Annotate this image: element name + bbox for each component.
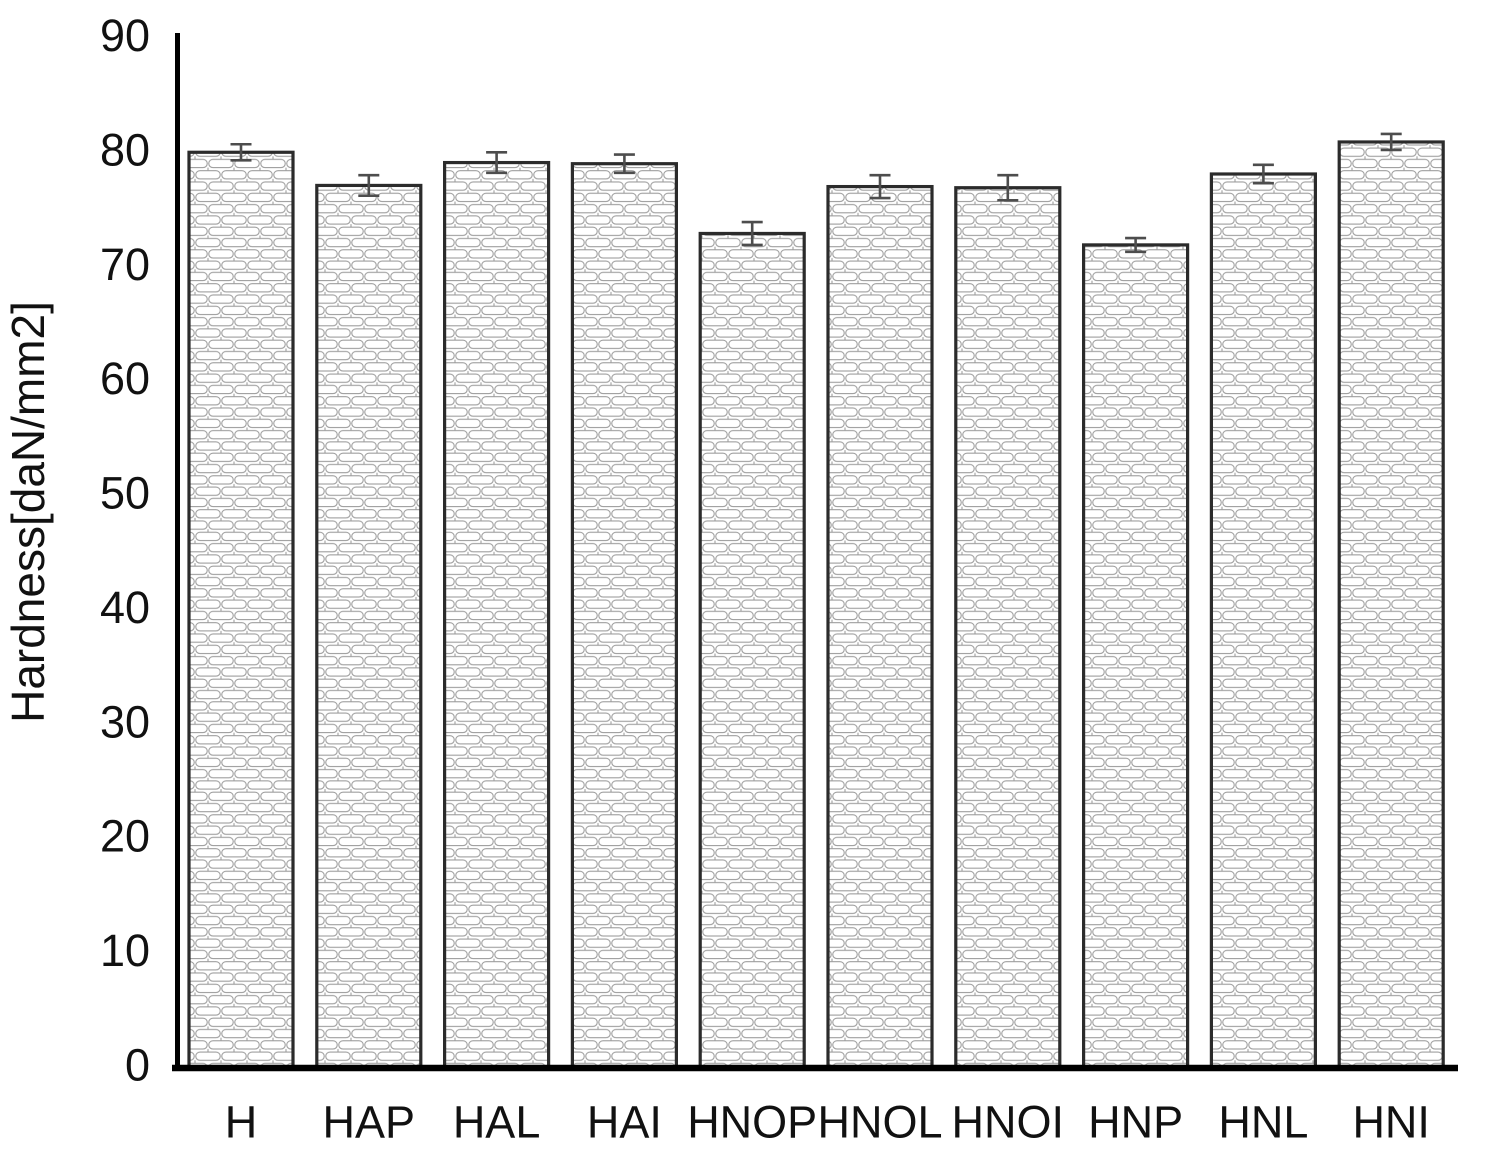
error-bar-hnop xyxy=(741,220,763,247)
bar-hnp xyxy=(1081,243,1190,1069)
bar-hnop xyxy=(698,231,806,1069)
y-tick-label-20: 20 xyxy=(100,811,150,862)
x-category-labels: H HAP HAL HAI HNOP HNOL HNOI HNP HNL HNI xyxy=(225,1097,1430,1148)
bar-hap xyxy=(315,183,423,1069)
bar-hnoi xyxy=(954,186,1062,1069)
bar-hnl xyxy=(1209,172,1318,1069)
x-category-label-hap: HAP xyxy=(323,1097,416,1148)
bar-h xyxy=(187,150,295,1069)
y-axis-title: Hardness[daN/mm2] xyxy=(2,301,54,723)
bar-hni xyxy=(1337,140,1445,1069)
error-bar-hnl xyxy=(1252,163,1274,185)
y-tick-label-90: 90 xyxy=(100,10,150,61)
x-category-label-hai: HAI xyxy=(587,1097,662,1148)
error-bar-hnp xyxy=(1125,236,1147,254)
error-bar-hai xyxy=(613,153,635,175)
bar-hal xyxy=(443,160,551,1069)
axes-layer xyxy=(172,33,1458,1072)
error-bar-hap xyxy=(358,173,380,198)
y-tick-label-10: 10 xyxy=(100,925,150,976)
x-category-label-hnop: HNOP xyxy=(687,1097,817,1148)
y-tick-label-0: 0 xyxy=(125,1040,150,1091)
x-category-label-h: H xyxy=(225,1097,258,1148)
x-category-label-hni: HNI xyxy=(1352,1097,1430,1148)
y-tick-label-30: 30 xyxy=(100,696,150,747)
x-category-label-hal: HAL xyxy=(453,1097,541,1148)
y-tick-label-70: 70 xyxy=(100,239,150,290)
x-category-label-hnp: HNP xyxy=(1088,1097,1183,1148)
error-bar-hni xyxy=(1380,132,1402,152)
error-bar-hnoi xyxy=(997,173,1019,202)
y-tick-labels: 0 10 20 30 40 50 60 70 80 90 xyxy=(100,10,150,1090)
x-category-label-hnol: HNOL xyxy=(817,1097,942,1148)
bar-hnol xyxy=(826,184,934,1069)
y-tick-label-40: 40 xyxy=(100,582,150,633)
x-category-label-hnl: HNL xyxy=(1218,1097,1308,1148)
y-tick-label-50: 50 xyxy=(100,468,150,519)
y-tick-label-80: 80 xyxy=(100,124,150,175)
error-bar-h xyxy=(230,142,252,162)
y-tick-label-60: 60 xyxy=(100,353,150,404)
error-bar-hnol xyxy=(869,173,891,200)
bar-hai xyxy=(570,162,679,1069)
x-category-label-hnoi: HNOI xyxy=(952,1097,1065,1148)
bars-layer xyxy=(187,132,1445,1069)
error-bar-hal xyxy=(486,150,508,175)
